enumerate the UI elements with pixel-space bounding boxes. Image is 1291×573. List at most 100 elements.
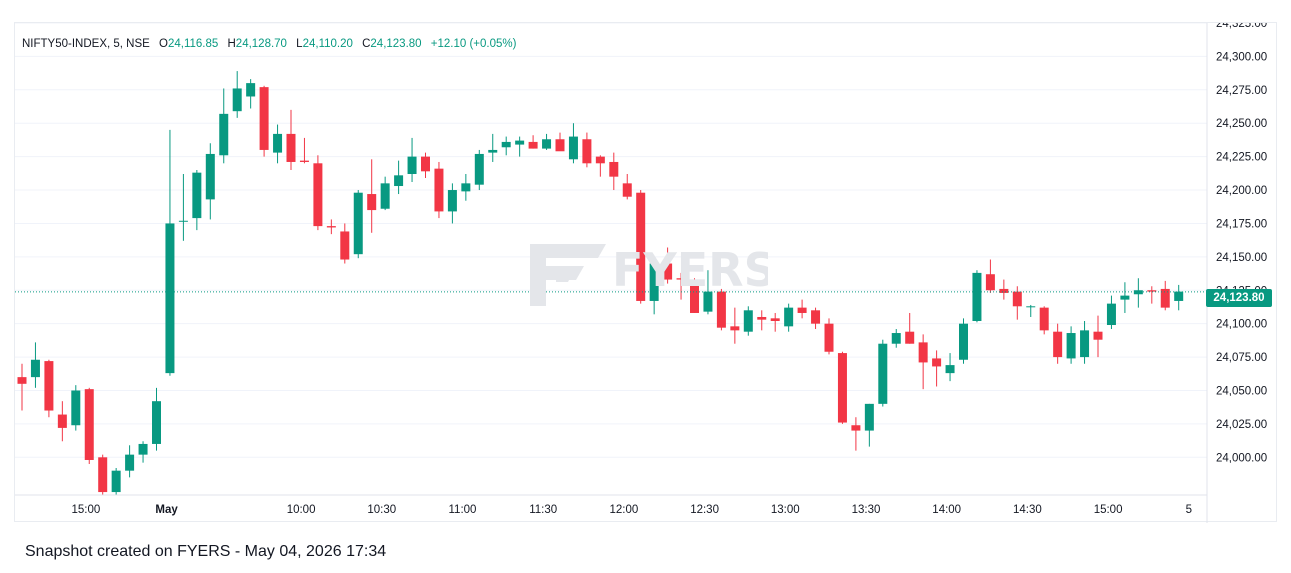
candle-body-down bbox=[905, 331, 915, 344]
candle-body-down bbox=[716, 291, 726, 328]
candle-body-up bbox=[959, 323, 968, 360]
ohlc-legend: NIFTY50-INDEX, 5, NSE O24,116.85 H24,128… bbox=[22, 38, 522, 50]
candle-body-down bbox=[367, 194, 377, 211]
candle-body-up bbox=[111, 470, 121, 493]
candle-body-up bbox=[30, 359, 40, 378]
time-tick-label: 13:30 bbox=[852, 504, 881, 516]
candle-body-down bbox=[555, 139, 565, 152]
candle-body-up bbox=[945, 365, 955, 374]
time-tick-label: 10:00 bbox=[287, 504, 316, 516]
candle-body-up bbox=[125, 454, 135, 471]
candle-body-up bbox=[474, 153, 484, 185]
last-price-badge: 24,123.80 bbox=[1206, 289, 1272, 307]
candle-body-up bbox=[165, 223, 175, 374]
low-value: 24,110.20 bbox=[302, 38, 353, 50]
price-axis[interactable]: 24,325.00 24,300.00 24,275.00 24,250.00 24,2… bbox=[1206, 23, 1267, 523]
candle-body-up bbox=[703, 291, 713, 312]
candle-body-down bbox=[98, 457, 108, 493]
candle-body-up bbox=[568, 136, 578, 160]
candle-body-down bbox=[1012, 291, 1022, 307]
candle-body-down bbox=[730, 326, 740, 331]
candle-body-up bbox=[407, 156, 417, 174]
candle-body-down bbox=[84, 389, 94, 460]
candle-body-up bbox=[1066, 333, 1076, 359]
watermark-text: FYERS bbox=[612, 243, 768, 297]
time-tick-label: 12:30 bbox=[690, 504, 719, 516]
price-tick-label: 24,025.00 bbox=[1216, 419, 1267, 431]
price-tick-label: 24,000.00 bbox=[1216, 452, 1267, 464]
time-tick-label: 10:30 bbox=[367, 504, 396, 516]
candle-body-down bbox=[851, 425, 861, 431]
time-tick-label: 15:00 bbox=[71, 504, 100, 516]
candle-body-down bbox=[595, 156, 605, 164]
price-tick-label: 24,300.00 bbox=[1216, 51, 1267, 63]
candle-body-down bbox=[299, 160, 309, 162]
candle-body-up bbox=[1080, 330, 1090, 358]
time-tick-label: 14:30 bbox=[1013, 504, 1042, 516]
fyers-watermark-logo: FYERS bbox=[528, 240, 777, 315]
snapshot-caption: Snapshot created on FYERS - May 04, 2026… bbox=[25, 543, 387, 560]
candle-body-up bbox=[273, 133, 283, 153]
candle-body-up bbox=[380, 183, 390, 209]
candle-body-down bbox=[1160, 288, 1170, 308]
candle-body-up bbox=[219, 113, 229, 156]
candle-body-up bbox=[246, 83, 256, 97]
candle-body-up bbox=[178, 220, 188, 222]
fyers-logo-icon: FYERS bbox=[530, 243, 777, 306]
candle-body-up bbox=[205, 153, 215, 200]
chart-panel[interactable]: 24,325.00 24,300.00 24,275.00 24,250.00 24,2… bbox=[14, 22, 1278, 523]
candle-body-up bbox=[488, 149, 498, 153]
candle-body-down bbox=[985, 274, 995, 291]
candle-body-up bbox=[1120, 295, 1130, 300]
candle-body-down bbox=[57, 414, 67, 428]
price-tick-label: 24,325.00 bbox=[1216, 23, 1267, 30]
candle-body-down bbox=[918, 342, 928, 363]
candle-body-down bbox=[999, 288, 1009, 293]
candle-body-up bbox=[972, 272, 982, 321]
high-label: H bbox=[227, 38, 236, 50]
price-tick-label: 24,075.00 bbox=[1216, 352, 1267, 364]
candle-body-up bbox=[542, 139, 552, 149]
candle-body-up bbox=[784, 307, 794, 327]
candle-body-up bbox=[649, 263, 659, 301]
time-tick-label: 14:00 bbox=[932, 504, 961, 516]
candle-body-up bbox=[864, 403, 874, 431]
candle-body-down bbox=[44, 361, 54, 411]
price-tick-label: 24,275.00 bbox=[1216, 85, 1267, 97]
price-tick-label: 24,200.00 bbox=[1216, 185, 1267, 197]
price-tick-label: 24,250.00 bbox=[1216, 118, 1267, 130]
candles bbox=[17, 71, 1184, 495]
open-label: O bbox=[159, 38, 168, 50]
candle-body-down bbox=[17, 377, 27, 384]
price-tick-label: 24,175.00 bbox=[1216, 218, 1267, 230]
candle-body-up bbox=[1106, 303, 1116, 326]
open-value: 24,116.85 bbox=[167, 38, 219, 50]
time-axis[interactable]: 15:00 May 10:00 10:30 11:00 11:30 12:00 12:30 13… bbox=[15, 494, 1207, 516]
candle-body-down bbox=[1147, 290, 1157, 292]
candle-body-up bbox=[71, 390, 81, 426]
time-tick-label: 12:00 bbox=[609, 504, 638, 516]
candle-body-up bbox=[1026, 306, 1036, 308]
candle-body-down bbox=[528, 141, 538, 149]
candle-body-down bbox=[797, 307, 807, 313]
candlestick-chart[interactable]: 24,325.00 24,300.00 24,275.00 24,250.00 24,2… bbox=[15, 23, 1278, 523]
time-tick-label: 5 bbox=[1186, 504, 1192, 516]
candle-body-down bbox=[609, 161, 619, 177]
price-tick-label: 24,150.00 bbox=[1216, 252, 1267, 264]
candle-body-down bbox=[757, 316, 767, 320]
candle-body-down bbox=[690, 280, 699, 313]
candle-body-down bbox=[1039, 307, 1049, 331]
close-value: 24,123.80 bbox=[370, 38, 422, 50]
candle-body-down bbox=[313, 163, 323, 227]
candle-body-up bbox=[891, 333, 901, 344]
candle-body-down bbox=[837, 353, 847, 423]
time-tick-label: 15:00 bbox=[1094, 504, 1123, 516]
candle-body-down bbox=[932, 358, 942, 367]
candle-body-up bbox=[152, 401, 161, 444]
candle-body-up bbox=[394, 175, 404, 187]
candle-body-up bbox=[878, 343, 888, 404]
candle-body-down bbox=[286, 133, 296, 162]
candle-body-up bbox=[192, 172, 202, 219]
candle-body-up bbox=[232, 88, 242, 112]
candle-body-up bbox=[501, 141, 511, 148]
